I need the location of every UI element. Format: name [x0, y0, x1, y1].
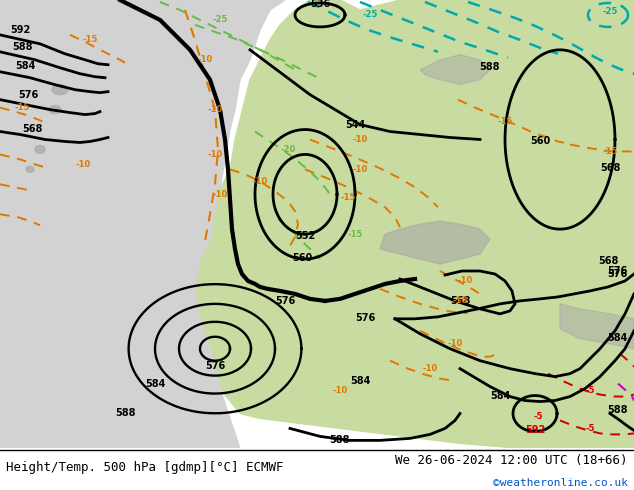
- Polygon shape: [0, 0, 285, 448]
- Polygon shape: [35, 146, 45, 153]
- Text: 588: 588: [12, 42, 32, 52]
- Text: 584: 584: [607, 333, 628, 343]
- Text: 592: 592: [525, 425, 545, 436]
- Text: 576: 576: [275, 296, 295, 306]
- Text: 576: 576: [205, 361, 225, 370]
- Text: -25: -25: [362, 10, 378, 20]
- Text: -15: -15: [497, 117, 513, 126]
- Text: -10: -10: [448, 339, 463, 348]
- Text: -5: -5: [585, 386, 595, 395]
- Text: 544: 544: [345, 120, 365, 129]
- Text: We 26-06-2024 12:00 UTC (18+66): We 26-06-2024 12:00 UTC (18+66): [395, 454, 628, 466]
- Text: 588: 588: [607, 406, 628, 416]
- Text: 588: 588: [115, 409, 136, 418]
- Text: 576: 576: [608, 269, 628, 279]
- Text: 576: 576: [355, 313, 375, 323]
- Text: -10: -10: [332, 386, 347, 395]
- Text: 568: 568: [450, 296, 470, 306]
- Text: 584: 584: [350, 376, 370, 386]
- Text: 568: 568: [598, 256, 618, 266]
- Text: -5: -5: [585, 424, 595, 433]
- Text: 552: 552: [295, 231, 315, 241]
- Text: -10: -10: [197, 55, 212, 64]
- Text: 592: 592: [10, 25, 30, 35]
- Text: -15: -15: [82, 35, 98, 45]
- Text: 560: 560: [530, 137, 550, 147]
- Text: 584: 584: [145, 379, 165, 389]
- Text: 576: 576: [608, 266, 628, 276]
- Text: 576: 576: [18, 90, 38, 99]
- Text: -25: -25: [602, 7, 618, 17]
- Text: -10: -10: [453, 296, 468, 305]
- Text: 584: 584: [490, 391, 510, 400]
- Polygon shape: [560, 304, 634, 349]
- Text: 560: 560: [292, 253, 312, 263]
- Text: -5: -5: [533, 412, 543, 421]
- Polygon shape: [420, 55, 490, 85]
- Polygon shape: [380, 221, 490, 264]
- Text: ©weatheronline.co.uk: ©weatheronline.co.uk: [493, 477, 628, 488]
- Text: -15: -15: [340, 193, 356, 202]
- Text: -15: -15: [347, 230, 363, 239]
- Text: 588: 588: [330, 436, 350, 445]
- Text: 588: 588: [480, 62, 500, 72]
- Text: -20: -20: [280, 145, 295, 154]
- Text: -10: -10: [207, 150, 223, 159]
- Text: -15: -15: [602, 147, 618, 156]
- Text: -10: -10: [457, 276, 472, 286]
- Polygon shape: [49, 106, 61, 114]
- Text: 536: 536: [310, 0, 330, 9]
- Text: -15: -15: [15, 103, 30, 112]
- Text: 584: 584: [15, 61, 36, 71]
- Text: -10: -10: [353, 165, 368, 174]
- Text: -25: -25: [212, 15, 228, 24]
- Text: Height/Temp. 500 hPa [gdmp][°C] ECMWF: Height/Temp. 500 hPa [gdmp][°C] ECMWF: [6, 461, 284, 474]
- Text: -10: -10: [353, 135, 368, 144]
- Text: -10: -10: [252, 177, 268, 186]
- Text: -10: -10: [207, 105, 223, 114]
- Text: -10: -10: [422, 364, 437, 373]
- Polygon shape: [195, 0, 634, 448]
- Polygon shape: [26, 167, 34, 172]
- Text: 568: 568: [600, 163, 620, 173]
- Text: -10: -10: [212, 190, 228, 199]
- Polygon shape: [52, 85, 68, 95]
- Text: 568: 568: [22, 123, 42, 133]
- Text: -10: -10: [75, 160, 91, 169]
